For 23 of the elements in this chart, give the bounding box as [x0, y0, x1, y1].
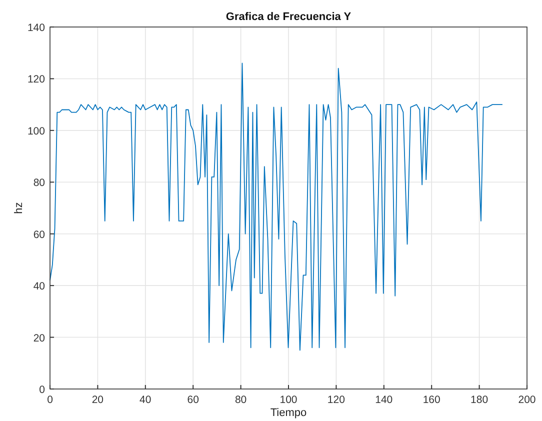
x-tick-label: 160 — [422, 394, 441, 406]
y-tick-label: 100 — [27, 125, 46, 138]
x-tick-label: 80 — [234, 394, 247, 406]
x-tick-label: 120 — [327, 394, 346, 406]
chart-title: Grafica de Frecuencia Y — [226, 11, 352, 23]
y-tick-label: 0 — [39, 384, 46, 396]
x-tick-label: 200 — [518, 394, 536, 406]
x-tick-label: 180 — [470, 394, 488, 406]
x-tick-label: 100 — [280, 394, 298, 406]
y-tick-label: 40 — [33, 280, 46, 293]
x-tick-label: 0 — [47, 394, 54, 406]
y-tick-label: 80 — [33, 177, 46, 190]
line-series — [50, 62, 503, 351]
x-tick-label: 40 — [140, 394, 152, 406]
y-tick-label: 140 — [27, 22, 46, 34]
x-tick-label: 20 — [92, 394, 104, 406]
x-tick-label: 140 — [375, 394, 393, 406]
x-axis-title: Tiempo — [270, 407, 307, 419]
y-tick-label: 20 — [33, 332, 46, 344]
x-tick-label: 60 — [187, 394, 200, 406]
y-axis-title: hz — [13, 202, 25, 214]
y-tick-label: 60 — [33, 228, 46, 241]
y-tick-label: 120 — [27, 74, 46, 86]
